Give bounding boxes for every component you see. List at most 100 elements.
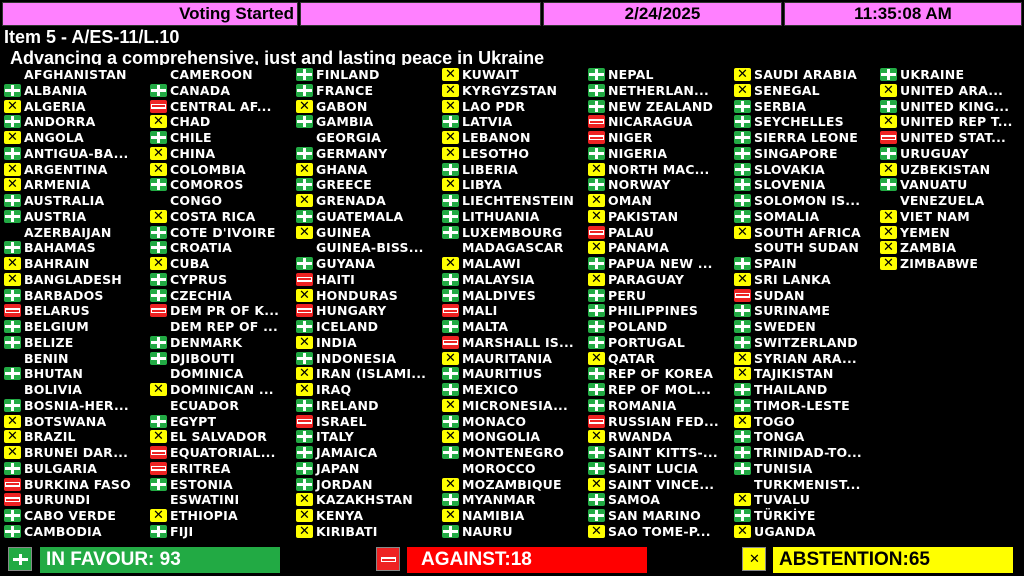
country-name: ANGOLA — [24, 130, 84, 145]
x-icon — [296, 288, 313, 302]
plus-icon — [880, 68, 897, 81]
minus-icon — [296, 272, 313, 286]
country-name: MALI — [462, 303, 498, 319]
country-row: CANADA — [150, 83, 296, 99]
country-row: BURKINA FASO — [4, 477, 150, 493]
plus-icon — [442, 115, 459, 129]
country-name: JORDAN — [316, 476, 373, 492]
country-name: PERU — [608, 287, 647, 303]
plus-icon — [442, 225, 459, 239]
country-row: BURUNDI — [4, 492, 150, 508]
country-name: TRINIDAD-TO... — [754, 445, 862, 460]
country-name: BARBADOS — [24, 287, 104, 303]
country-row: GUYANA — [296, 256, 442, 272]
country-name: POLAND — [608, 319, 668, 334]
country-row: LESOTHO — [442, 146, 588, 162]
country-name: CUBA — [170, 256, 210, 271]
country-row: GEORGIA — [296, 130, 442, 146]
x-icon — [442, 99, 459, 113]
country-row: DOMINICAN ... — [150, 382, 296, 398]
country-row: SERBIA — [734, 99, 880, 115]
country-name: SAO TOME-P... — [608, 523, 711, 539]
x-icon — [4, 162, 21, 176]
country-row: UNITED ARA... — [880, 83, 1024, 99]
x-icon — [880, 241, 897, 255]
country-name: NEW ZEALAND — [608, 98, 714, 114]
country-row: CAMBODIA — [4, 524, 150, 540]
x-icon — [296, 509, 313, 522]
country-name: ETHIOPIA — [170, 508, 238, 523]
country-row: DEM REP OF ... — [150, 319, 296, 335]
country-row: ETHIOPIA — [150, 508, 296, 524]
country-name: MONGOLIA — [462, 429, 541, 445]
plus-icon — [734, 461, 751, 475]
country-name: ARMENIA — [24, 177, 91, 193]
country-name: MONTENEGRO — [462, 445, 565, 460]
country-row: DOMINICA — [150, 366, 296, 382]
country-row: MYANMAR — [442, 492, 588, 508]
country-row: HUNGARY — [296, 303, 442, 319]
x-icon — [296, 493, 313, 507]
country-name: BULGARIA — [24, 460, 98, 476]
minus-icon — [588, 414, 605, 428]
plus-icon — [4, 335, 21, 349]
country-row: UKRAINE — [880, 67, 1024, 83]
x-icon — [4, 414, 21, 428]
country-name: MEXICO — [462, 382, 519, 397]
country-row: TONGA — [734, 429, 880, 445]
minus-icon — [150, 446, 167, 459]
country-row: GABON — [296, 99, 442, 115]
country-row: INDIA — [296, 335, 442, 351]
country-row: REP OF MOL... — [588, 382, 734, 398]
minus-icon — [376, 547, 400, 571]
country-name: MONACO — [462, 413, 527, 429]
country-row: ECUADOR — [150, 398, 296, 414]
country-name: UNITED REP T... — [900, 114, 1013, 130]
country-name: NEPAL — [608, 67, 654, 82]
country-row: MALAWI — [442, 256, 588, 272]
country-name: ICELAND — [316, 319, 379, 334]
country-name: SUDAN — [754, 287, 805, 303]
plus-icon — [4, 83, 21, 97]
plus-icon — [150, 335, 167, 349]
country-name: EGYPT — [170, 413, 217, 429]
country-name: TÜRKİYE — [754, 508, 816, 523]
country-name: CZECHIA — [170, 287, 233, 303]
country-row: CZECHIA — [150, 288, 296, 304]
plus-icon — [588, 146, 605, 160]
plus-icon — [296, 461, 313, 475]
country-name: COTE D'IVOIRE — [170, 224, 276, 240]
country-row: MAURITANIA — [442, 351, 588, 367]
country-row: POLAND — [588, 319, 734, 335]
plus-icon — [296, 83, 313, 97]
plus-icon — [880, 99, 897, 113]
country-row: BELGIUM — [4, 319, 150, 335]
country-name: LITHUANIA — [462, 208, 540, 224]
x-icon — [296, 335, 313, 349]
country-row: LATVIA — [442, 114, 588, 130]
country-row: CENTRAL AF... — [150, 99, 296, 115]
plus-icon — [734, 257, 751, 270]
country-row: ICELAND — [296, 319, 442, 335]
country-row: GREECE — [296, 177, 442, 193]
country-name: VENEZUELA — [900, 193, 985, 208]
x-icon — [734, 83, 751, 97]
country-name: OMAN — [608, 193, 653, 208]
country-name: CABO VERDE — [24, 508, 117, 523]
plus-icon — [588, 446, 605, 459]
country-name: SYRIAN ARA... — [754, 350, 857, 366]
plus-icon — [4, 288, 21, 302]
country-name: BELARUS — [24, 303, 90, 319]
x-icon — [4, 446, 21, 459]
x-icon — [442, 430, 459, 444]
minus-icon — [150, 304, 167, 318]
country-name: THAILAND — [754, 382, 828, 397]
x-icon — [588, 194, 605, 207]
country-row: UNITED STAT... — [880, 130, 1024, 146]
plus-icon — [442, 194, 459, 207]
country-name: AFGHANISTAN — [24, 67, 127, 82]
country-row: ZAMBIA — [880, 240, 1024, 256]
plus-icon — [734, 509, 751, 522]
country-row: CAMEROON — [150, 67, 296, 83]
country-row: EQUATORIAL... — [150, 445, 296, 461]
